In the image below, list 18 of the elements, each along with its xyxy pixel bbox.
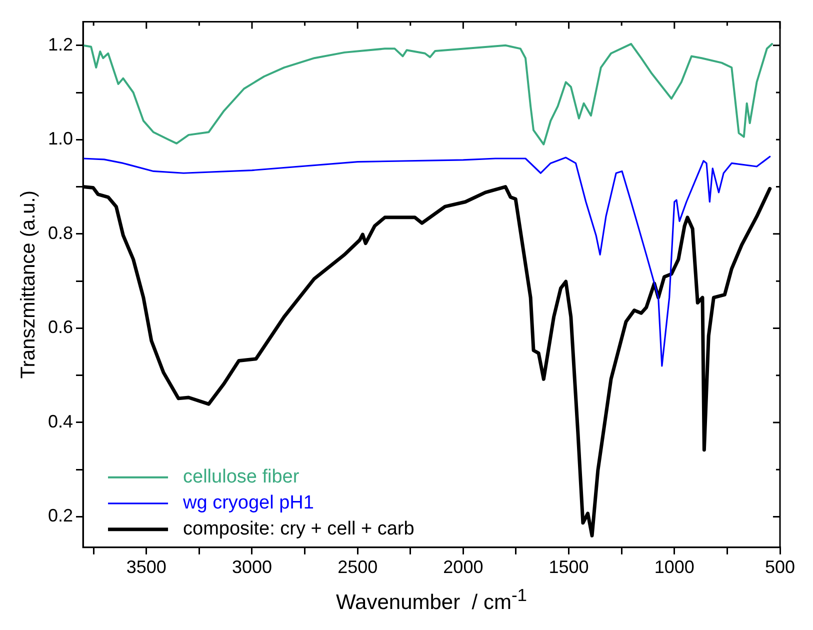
- y-tick-label: 1.2: [48, 34, 74, 54]
- x-tick-label: 1500: [548, 557, 589, 578]
- x-tick-label: 3500: [126, 557, 166, 578]
- y-tick-label: 1.0: [48, 128, 74, 149]
- y-axis-title: Transzmittance (a.u.): [18, 190, 40, 379]
- y-tick-label: 0.2: [48, 506, 74, 526]
- legend-label: cellulose fiber: [183, 466, 300, 488]
- y-tick-label: 0.8: [48, 222, 74, 243]
- x-tick-label: 500: [764, 557, 796, 578]
- x-tick-label: 2500: [338, 557, 378, 578]
- x-tick-label: 3000: [232, 557, 272, 578]
- x-tick-label: 1000: [654, 557, 694, 578]
- x-tick-label: 2000: [443, 557, 484, 578]
- x-axis-title: Wavenumber / cm$^{-1}$: [336, 585, 527, 616]
- y-tick-label: 0.6: [48, 317, 74, 338]
- legend-label: wg cryogel pH1: [182, 492, 314, 514]
- y-tick-label: 0.4: [48, 411, 74, 432]
- legend-label: composite: cry + cell + carb: [183, 518, 414, 540]
